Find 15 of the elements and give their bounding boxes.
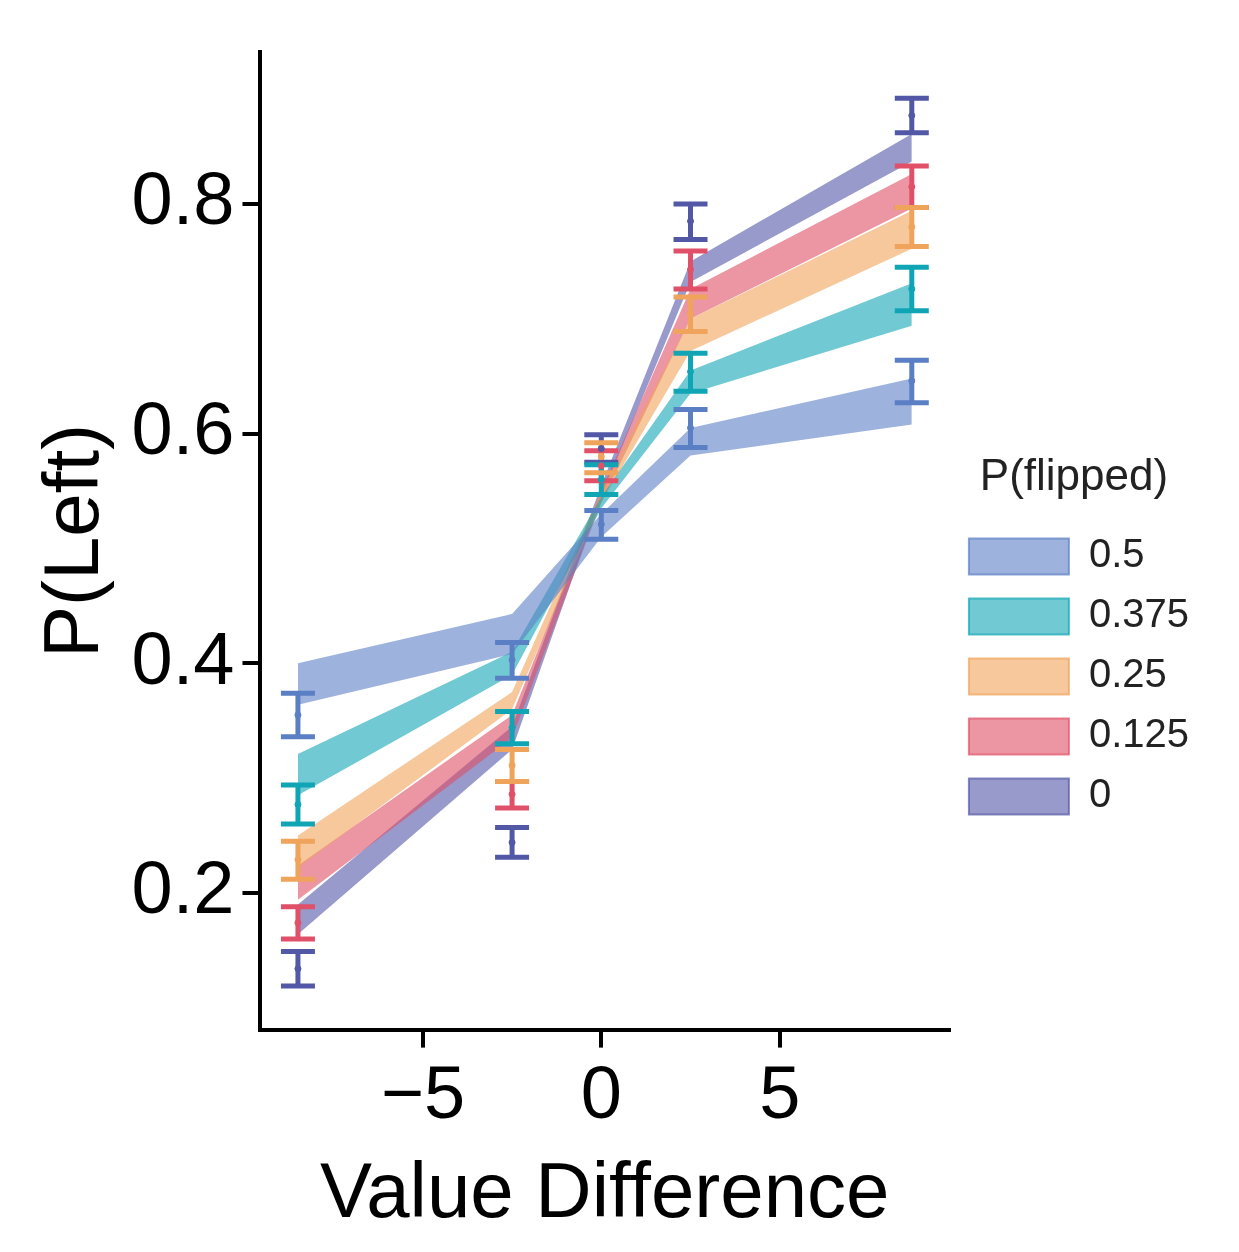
y-tick-label: 0.2 (131, 846, 235, 930)
legend-label: 0.5 (1088, 531, 1145, 576)
y-axis-title: P(Left) (27, 423, 116, 659)
legend-label: 0.375 (1088, 591, 1190, 636)
y-tick-label: 0.4 (131, 616, 235, 700)
x-tick-label: −5 (380, 1051, 466, 1135)
legend-label: 0.125 (1088, 711, 1190, 756)
legend-label: 0.25 (1088, 651, 1167, 696)
legend-title: P(flipped) (979, 449, 1169, 499)
x-tick-label: 5 (759, 1051, 801, 1135)
legend-label: 0 (1088, 771, 1112, 816)
y-tick-label: 0.6 (131, 387, 235, 471)
x-axis-title: Value Difference (319, 1145, 890, 1234)
x-tick-label: 0 (580, 1051, 622, 1135)
y-tick-label: 0.8 (131, 157, 235, 241)
